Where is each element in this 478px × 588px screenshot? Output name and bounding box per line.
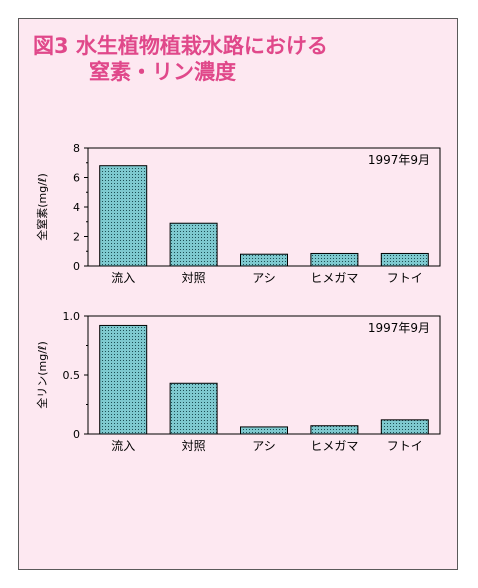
nitrogen-bar-1 — [169, 222, 218, 267]
phosphorus-category-label: 流入 — [111, 439, 135, 453]
phosphorus-category-label: アシ — [252, 439, 276, 453]
phosphorus-date-annotation: 1997年9月 — [368, 321, 430, 335]
nitrogen-category-label: アシ — [252, 271, 276, 285]
nitrogen-y-tick-label: 8 — [73, 142, 80, 155]
figure-title-line1: 図3 水生植物植栽水路における — [33, 34, 328, 58]
figure-title-line2: 窒素・リン濃度 — [89, 60, 236, 84]
phosphorus-category-label: フトイ — [387, 439, 423, 453]
phosphorus-bar-0 — [99, 324, 148, 435]
nitrogen-y-tick-label: 6 — [73, 172, 80, 185]
phosphorus-y-axis-label: 全リン(mg/ℓ) — [35, 341, 49, 409]
phosphorus-category-label: ヒメガマ — [310, 439, 358, 453]
phosphorus-bar-2 — [240, 426, 288, 435]
phosphorus-bar-3 — [310, 425, 359, 435]
nitrogen-bar-4 — [380, 252, 429, 267]
nitrogen-date-annotation: 1997年9月 — [368, 153, 430, 167]
phosphorus-y-tick-label: 0 — [73, 428, 80, 441]
phosphorus-y-tick-label: 1.0 — [63, 310, 81, 323]
nitrogen-category-label: 流入 — [111, 271, 135, 285]
nitrogen-bar-2 — [240, 253, 288, 267]
nitrogen-y-tick-label: 2 — [73, 231, 80, 244]
nitrogen-y-tick-label: 4 — [73, 201, 80, 214]
phosphorus-bar-1 — [169, 382, 218, 435]
figure-panel: 図3 水生植物植栽水路における 窒素・リン濃度 — [18, 18, 458, 570]
phosphorus-y-tick-label: 0.5 — [63, 369, 81, 382]
nitrogen-bar-0 — [99, 165, 148, 267]
nitrogen-category-label: 対照 — [182, 271, 206, 285]
phosphorus-bar-4 — [380, 419, 429, 435]
nitrogen-category-label: フトイ — [387, 271, 423, 285]
nitrogen-category-label: ヒメガマ — [310, 271, 358, 285]
nitrogen-y-axis-label: 全窒素(mg/ℓ) — [35, 173, 49, 241]
nitrogen-y-tick-label: 0 — [73, 260, 80, 273]
nitrogen-bar-3 — [310, 252, 359, 267]
phosphorus-category-label: 対照 — [182, 439, 206, 453]
